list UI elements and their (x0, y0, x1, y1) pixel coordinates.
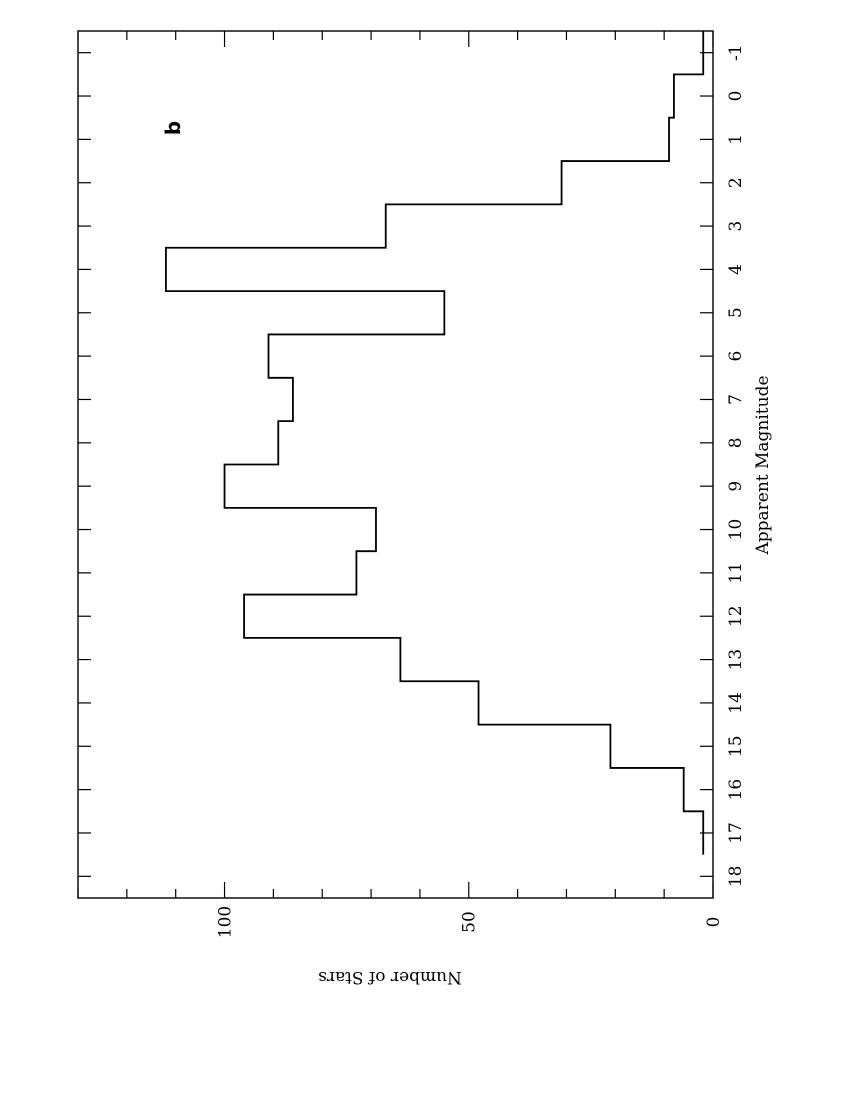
x-tick-label: 11 (726, 562, 746, 584)
histogram-bin (703, 811, 713, 854)
plot-frame (77, 30, 714, 899)
x-tick-label: 16 (726, 779, 746, 801)
x-tick-label: 18 (726, 866, 746, 888)
histogram-bin (166, 248, 713, 291)
y-tick-label: 0 (704, 917, 724, 928)
histogram-bin (356, 551, 713, 594)
histogram-bin (479, 681, 713, 724)
histogram-bin (444, 291, 713, 334)
histogram-bin (278, 421, 713, 464)
x-tick-label: 9 (726, 481, 746, 492)
x-tick-label: 17 (726, 822, 746, 844)
histogram-bin (293, 378, 713, 421)
histogram-bin (386, 204, 713, 247)
x-tick-label: 13 (726, 649, 746, 671)
histogram-bin (684, 768, 713, 811)
histogram-bins (166, 31, 713, 855)
x-tick-label: 7 (726, 394, 746, 405)
y-tick-label: 50 (460, 911, 480, 933)
x-tick-label: 14 (726, 692, 746, 714)
histogram-step-line (165, 31, 705, 855)
x-tick-label: 5 (726, 307, 746, 318)
x-tick-label: -1 (726, 44, 746, 61)
x-tick-label: 2 (726, 177, 746, 188)
x-tick-label: 10 (726, 519, 746, 541)
axis-ticks (77, 31, 714, 898)
x-axis-label: Apparent Magnitude (753, 375, 773, 555)
x-tick-label: 15 (726, 735, 746, 757)
x-tick-label: 6 (726, 351, 746, 362)
histogram-bin (376, 508, 713, 551)
histogram-bin (400, 638, 713, 681)
x-tick-label: 8 (726, 437, 746, 448)
x-tick-label: 4 (726, 264, 746, 275)
histogram-bin (244, 595, 713, 638)
panel-label: b (161, 121, 185, 135)
histogram-bin (225, 465, 713, 508)
x-tick-label: 3 (726, 221, 746, 232)
histogram-bin (703, 31, 713, 74)
x-tick-label: 1 (726, 134, 746, 145)
histogram-bin (674, 74, 713, 117)
y-tick-label: 100 (215, 906, 235, 938)
y-axis-label: Number of Stars (318, 967, 462, 987)
x-tick-label: 12 (726, 605, 746, 627)
histogram-bin (610, 725, 713, 768)
plot-border (77, 30, 714, 899)
histogram-bin (269, 334, 714, 377)
histogram-bin (562, 161, 713, 204)
histogram-bin (669, 118, 713, 161)
y-tick-labels: 0 50 100 (215, 906, 723, 938)
x-tick-label: 0 (726, 91, 746, 102)
